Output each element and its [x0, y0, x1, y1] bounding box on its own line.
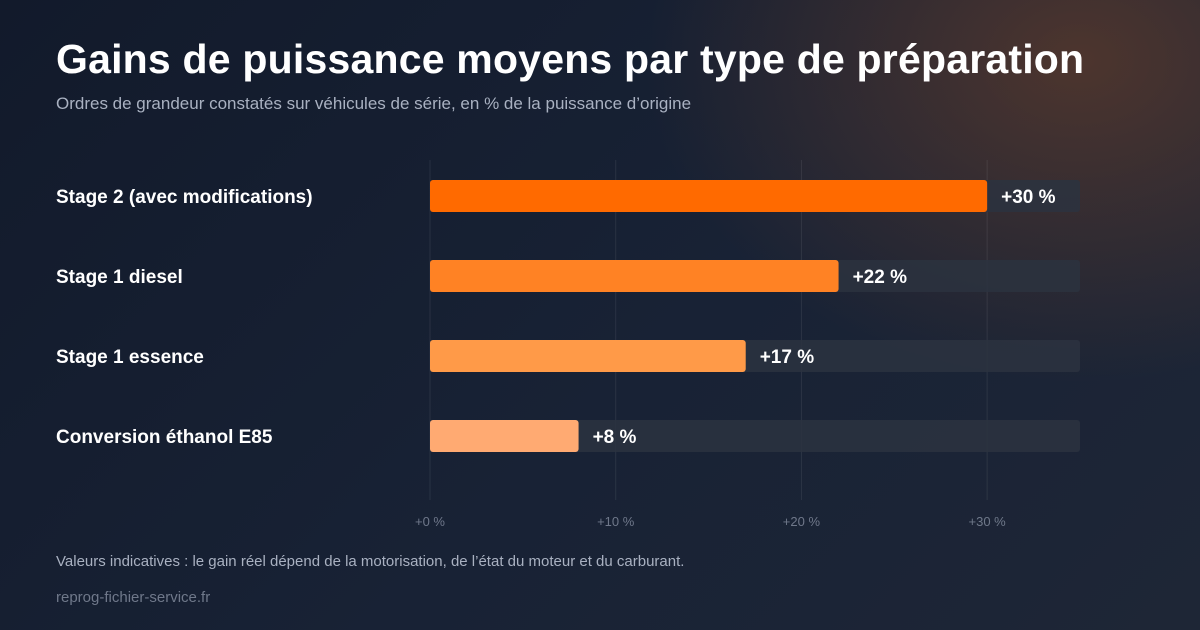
bar — [430, 180, 988, 212]
bar-track — [430, 420, 1080, 452]
x-tick-label: +0 % — [415, 514, 445, 529]
chart-title: Gains de puissance moyens par type de pr… — [56, 36, 1085, 82]
x-tick-label: +30 % — [969, 514, 1007, 529]
bar — [430, 260, 839, 292]
category-label: Stage 2 (avec modifications) — [56, 187, 313, 208]
category-label: Conversion éthanol E85 — [56, 427, 273, 448]
bar — [430, 340, 746, 372]
x-tick-label: +10 % — [597, 514, 635, 529]
footnote: Valeurs indicatives : le gain réel dépen… — [56, 553, 685, 570]
value-label: +8 % — [593, 427, 637, 448]
chart-subtitle: Ordres de grandeur constatés sur véhicul… — [56, 94, 692, 113]
value-label: +17 % — [760, 347, 815, 368]
source-url: reprog-fichier-service.fr — [56, 589, 211, 606]
bar — [430, 420, 579, 452]
category-label: Stage 1 essence — [56, 347, 204, 368]
category-label: Stage 1 diesel — [56, 267, 183, 288]
x-tick-label: +20 % — [783, 514, 821, 529]
value-label: +22 % — [853, 267, 908, 288]
value-label: +30 % — [1001, 187, 1056, 208]
